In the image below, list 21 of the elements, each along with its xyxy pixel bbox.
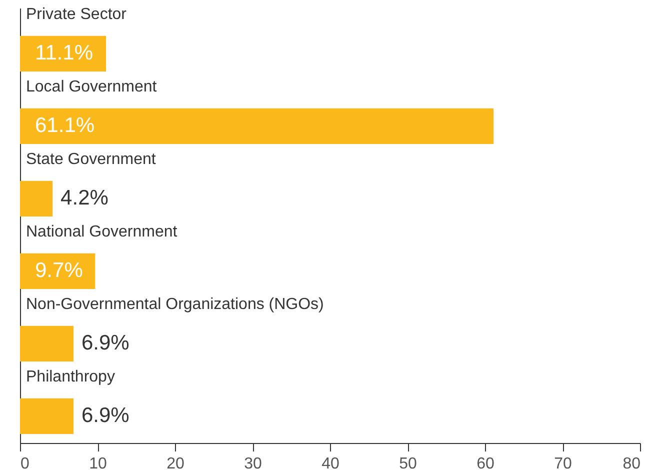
data-label: 11.1% [35,42,93,65]
y-tick-label: Private Sector [26,6,128,23]
x-tick-label: 20 [166,456,184,470]
data-label: 6.9% [81,404,130,428]
x-tick-label: 60 [476,456,494,470]
x-tick-label: 30 [244,456,262,470]
y-tick-label: Non-Governmental Organizations (NGOs) [26,296,324,313]
x-tick-label: 10 [89,456,107,470]
data-label: 9.7% [35,259,83,282]
y-tick-label: Philanthropy [26,368,115,386]
data-label: 4.2% [60,186,108,210]
x-tick-label: 70 [554,456,572,470]
x-tick-label: 50 [399,456,417,470]
y-tick-label: National Government [26,223,178,240]
x-tick-label: 0 [20,456,30,470]
y-tick-label: State Government [26,150,156,168]
data-label: 61.1% [35,114,95,138]
y-tick-label: Local Government [26,78,158,96]
x-tick-label: 80 [622,456,641,470]
x-tick-label: 40 [322,456,340,470]
data-label: 6.9% [81,332,130,355]
